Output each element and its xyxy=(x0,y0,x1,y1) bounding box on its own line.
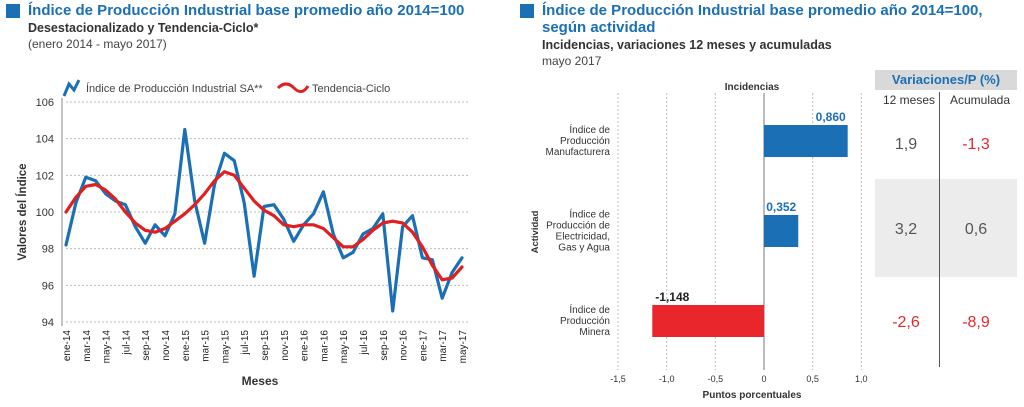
x-tick-label: -1,0 xyxy=(659,374,675,384)
x-tick-label: mar-14 xyxy=(82,330,93,362)
x-tick-label: sep-16 xyxy=(379,330,390,361)
y-tick-label: 98 xyxy=(42,244,54,256)
right-chart-title-line2: según actividad xyxy=(542,19,656,36)
legend-label-tendencia: Tendencia-Ciclo xyxy=(312,83,390,95)
y-tick-label: 102 xyxy=(36,170,54,182)
variations-table-header: Variaciones/P (%) xyxy=(875,72,1017,87)
x-tick-label: -0,5 xyxy=(708,374,724,384)
left-chart-period: (enero 2014 - mayo 2017) xyxy=(28,37,167,51)
category-label: Producción xyxy=(560,316,610,327)
data-label: 0,860 xyxy=(816,110,846,124)
x-axis-label: Puntos porcentuales xyxy=(703,390,802,401)
x-tick-label: jul-16 xyxy=(359,330,370,356)
left-chart-title: Índice de Producción Industrial base pro… xyxy=(28,2,465,19)
y-tick-label: 104 xyxy=(36,134,54,146)
line-chart: 94 96 98 100 102 104 106 Valores del Índice ene-… xyxy=(16,79,469,388)
x-tick-label: nov-16 xyxy=(399,330,410,361)
x-tick-label: nov-14 xyxy=(161,330,172,361)
x-tick-label: mar-15 xyxy=(201,330,212,362)
x-tick-label: may-14 xyxy=(102,330,113,364)
legend-label-ipi-sa: Índice de Producción Industrial SA** xyxy=(86,82,263,95)
x-tick-label: nov-15 xyxy=(280,330,291,361)
x-tick-label: -1,5 xyxy=(610,374,626,384)
legend-swatch-tendencia xyxy=(276,82,310,93)
data-label: 0,352 xyxy=(766,200,796,214)
x-tick-label: 1,0 xyxy=(855,374,868,384)
table-row-shade xyxy=(875,179,1017,277)
right-chart-subtitle: Incidencias, variaciones 12 meses y acum… xyxy=(542,38,832,52)
row1-12m: 1,9 xyxy=(894,136,918,153)
x-tick-label: sep-14 xyxy=(141,330,152,361)
right-chart-title-line1: Índice de Producción Industrial base pro… xyxy=(542,2,983,19)
category-label: Minera xyxy=(579,327,610,338)
x-tick-label: mar-16 xyxy=(319,330,330,362)
x-tick-label: ene-17 xyxy=(418,330,429,362)
variations-header-text: Variaciones/P (%) xyxy=(891,72,1001,87)
y-tick-label: 100 xyxy=(36,207,54,219)
category-label: Índice de xyxy=(569,123,610,136)
title-marker xyxy=(520,4,534,18)
y-tick-label: 106 xyxy=(36,97,54,109)
row3-12m: -2,6 xyxy=(892,314,920,331)
left-chart-panel: Índice de Producción Industrial base pro… xyxy=(0,0,500,407)
x-tick-label: may-15 xyxy=(220,330,231,364)
y-tick-label: 94 xyxy=(42,317,54,329)
category-label: Índice de xyxy=(569,208,610,221)
row3-acc: -8,9 xyxy=(962,314,990,331)
table-divider xyxy=(939,92,940,367)
category-label: Índice de xyxy=(569,303,610,316)
series-line-tendencia-ciclo xyxy=(64,170,464,282)
y-tick-label: 96 xyxy=(42,280,54,292)
row2-12m: 3,2 xyxy=(894,221,918,238)
x-tick-label: ene-14 xyxy=(62,330,73,362)
row1-acc: -1,3 xyxy=(962,136,990,153)
category-label: Manufacturera xyxy=(546,147,611,158)
data-label: -1,148 xyxy=(655,290,689,304)
y-axis-label: Actividad xyxy=(530,210,541,253)
col-acumulada: Acumulada xyxy=(949,93,1011,107)
category-label: Producción xyxy=(560,136,610,147)
bar xyxy=(764,125,848,157)
left-chart-subtitle: Desestacionalizado y Tendencia-Ciclo* xyxy=(28,21,259,35)
col-12-meses: 12 meses xyxy=(882,93,936,107)
x-tick-label: 0 xyxy=(761,374,766,384)
right-chart-period: mayo 2017 xyxy=(542,54,602,68)
legend-swatch-ipi-sa xyxy=(62,79,81,97)
bar xyxy=(764,215,799,247)
x-tick-label: sep-15 xyxy=(260,330,271,361)
y-axis-label: Valores del Índice xyxy=(16,163,29,260)
x-tick-label: may-16 xyxy=(339,330,350,364)
right-chart-panel: Índice de Producción Industrial base pro… xyxy=(512,0,1024,407)
bar xyxy=(652,305,764,337)
title-marker xyxy=(6,4,20,18)
x-tick-label: mar-17 xyxy=(438,330,449,362)
row2-acc: 0,6 xyxy=(964,221,988,238)
x-tick-label: 0,5 xyxy=(806,374,819,384)
variations-table-header-bg xyxy=(875,70,1017,90)
category-label: Electricidad, xyxy=(556,232,610,243)
x-tick-label: may-17 xyxy=(458,330,469,364)
x-tick-label: jul-15 xyxy=(240,330,251,356)
x-axis-label: Meses xyxy=(242,374,279,388)
category-label: Gas y Agua xyxy=(558,243,610,254)
x-tick-label: jul-14 xyxy=(121,330,132,356)
bar-chart-title: Incidencias xyxy=(725,82,780,93)
x-tick-label: ene-15 xyxy=(181,330,192,362)
x-tick-label: ene-16 xyxy=(300,330,311,362)
category-label: Producción de xyxy=(546,221,610,232)
